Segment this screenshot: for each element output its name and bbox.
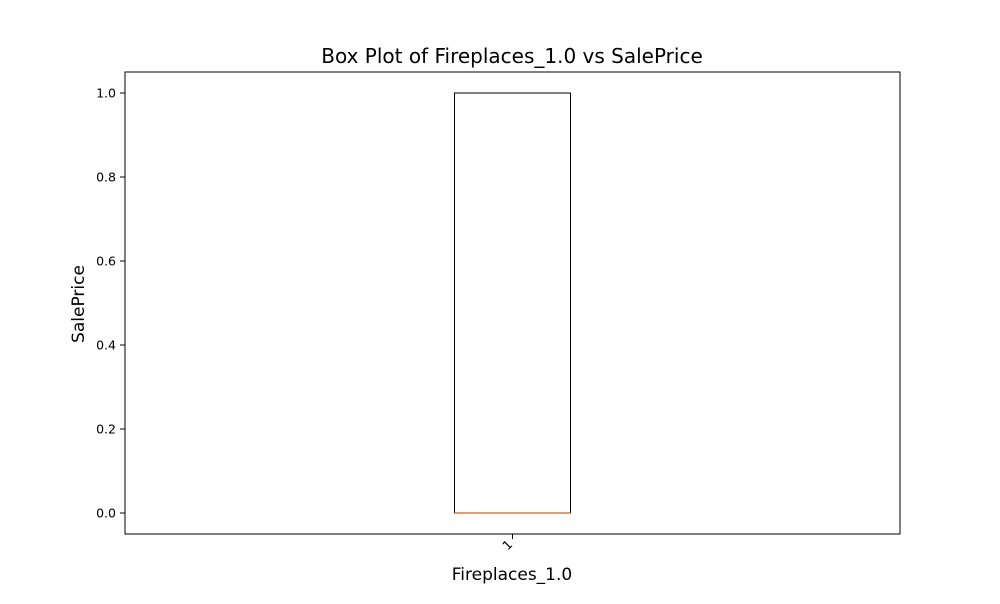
y-axis-label: SalePrice <box>69 265 89 343</box>
y-tick-label: 0.8 <box>96 170 116 185</box>
box-body <box>454 92 571 514</box>
x-axis-label: Fireplaces_1.0 <box>452 565 572 585</box>
y-tick-label: 0.2 <box>96 422 116 437</box>
chart-title: Box Plot of Fireplaces_1.0 vs SalePrice <box>321 44 703 68</box>
y-tick-label: 1.0 <box>96 86 116 101</box>
y-tick-label: 0.4 <box>96 338 116 353</box>
x-tick-label: 1 <box>499 537 515 553</box>
axes-frame <box>124 71 901 535</box>
y-tick-label: 0.6 <box>96 254 116 269</box>
plot-area: 1 0.0 0.2 0.4 0.6 0.8 1.0 <box>96 71 901 553</box>
y-tick-label: 0.0 <box>96 506 116 521</box>
